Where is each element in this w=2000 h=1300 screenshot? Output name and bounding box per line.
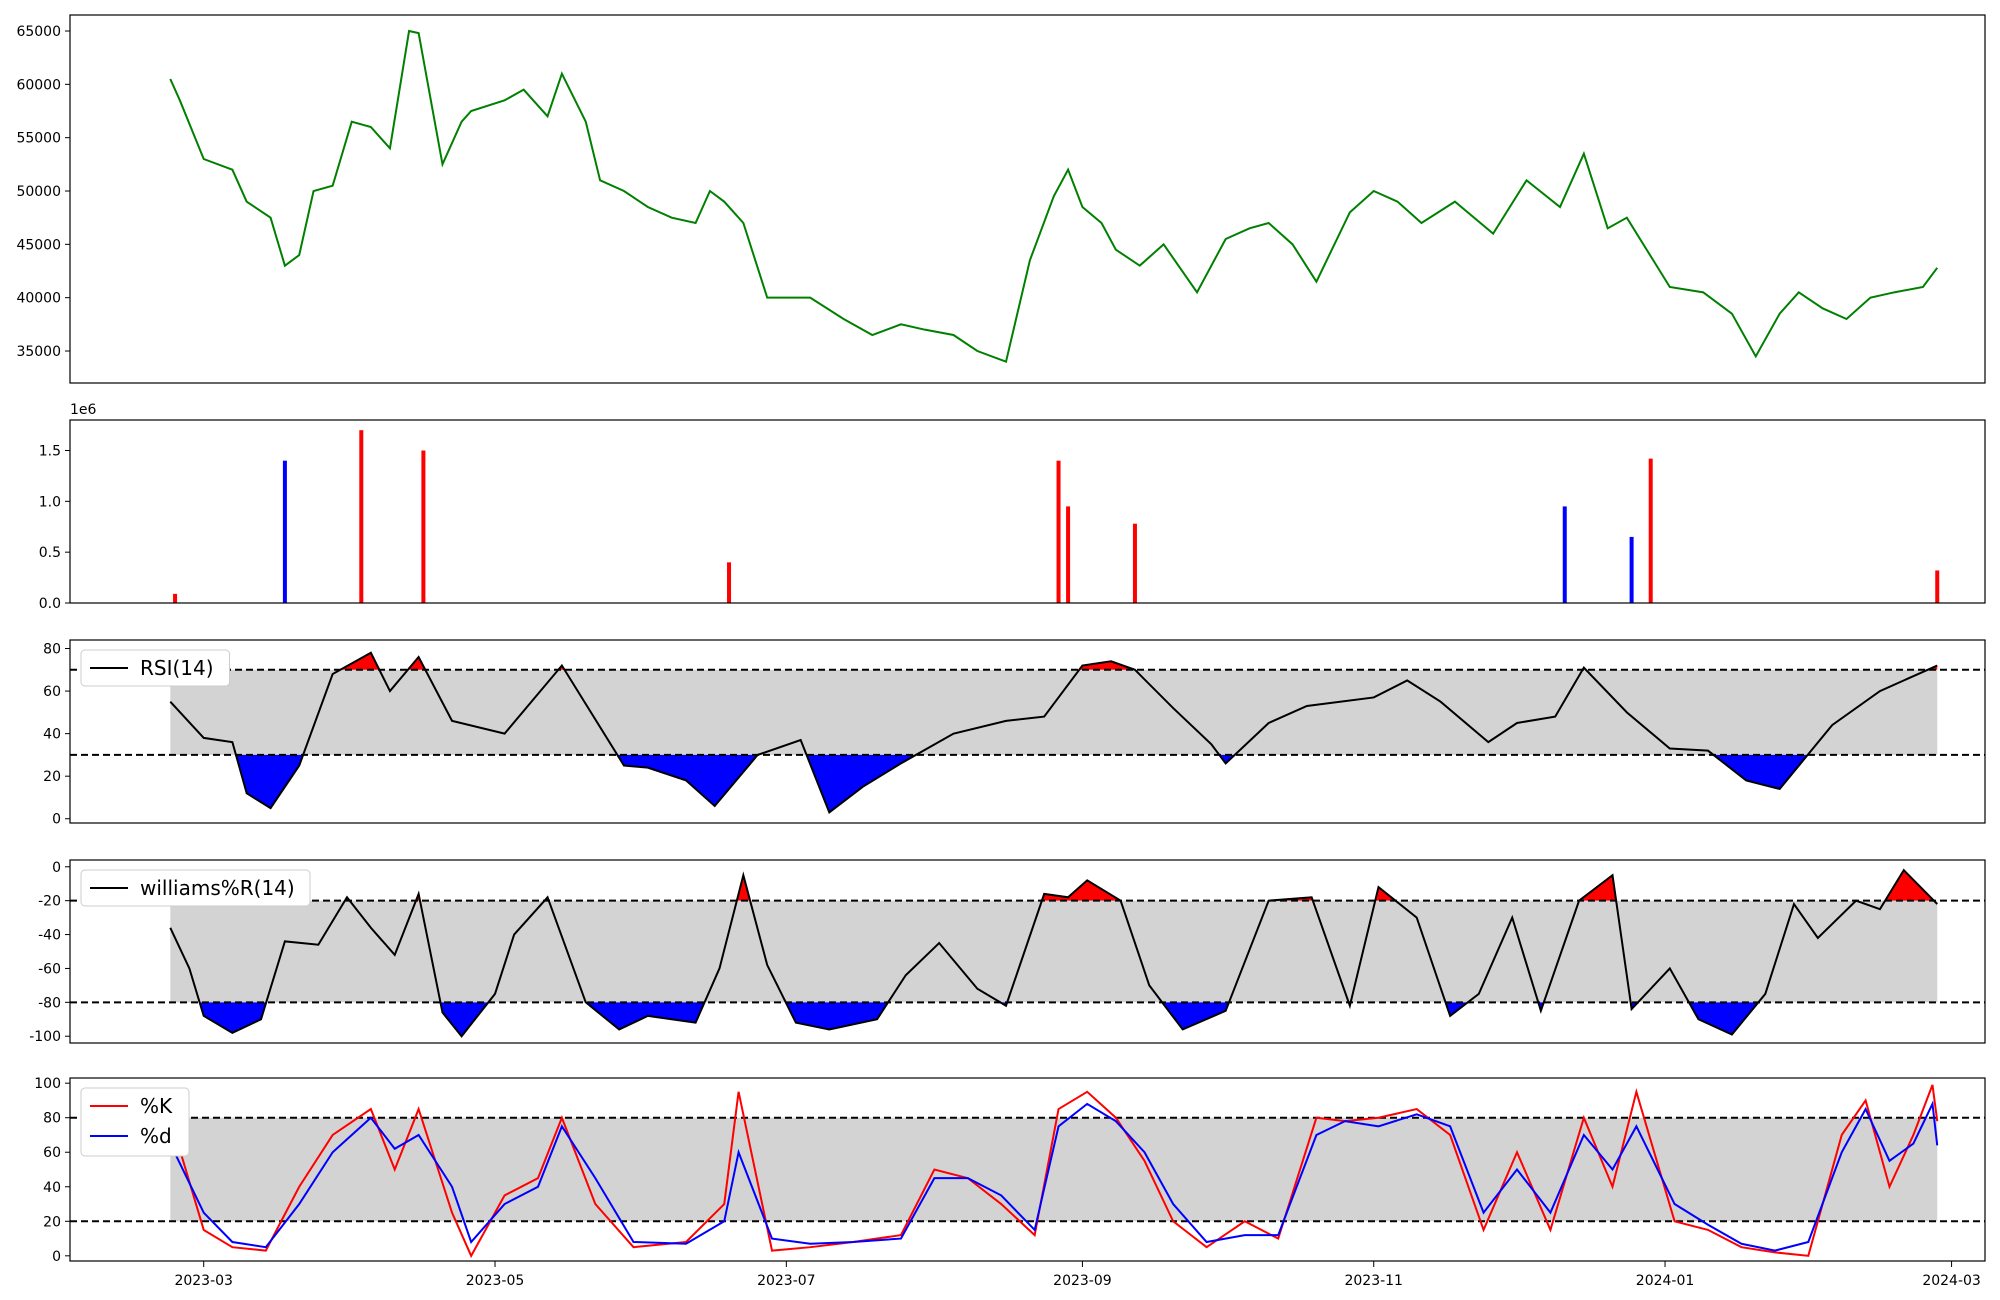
volume-bar: [727, 562, 732, 603]
volume-bar: [1056, 460, 1061, 603]
oversold-fill: [199, 1002, 267, 1033]
volume-bar: [282, 460, 287, 603]
y-tick-label: 60000: [16, 77, 61, 93]
y-tick-label: 100: [34, 1076, 61, 1092]
price-panel: 35000 40000 45000 50000 55000 60000 65000: [16, 14, 1986, 384]
overbought-fill: [1885, 870, 1934, 901]
oversold-fill: [806, 754, 916, 813]
plot-frame: [69, 14, 1986, 384]
volume-bar: [1066, 506, 1071, 603]
y-tick-label: -20: [38, 894, 61, 910]
oversold-fill: [440, 1002, 489, 1037]
legend-box: [80, 869, 311, 907]
oversold-fill: [1713, 754, 1808, 789]
y-tick-label: 20: [43, 769, 61, 785]
williams-legend: williams%R(14): [80, 869, 311, 907]
x-tick-label: 2023-03: [174, 1273, 233, 1289]
y-tick-label: 55000: [16, 131, 61, 147]
legend-label: RSI(14): [140, 656, 214, 680]
williams-r-panel: 0 -20 -40 -60 -80 -100 williams%R(14): [29, 859, 1986, 1045]
x-tick-label: 2023-09: [1053, 1273, 1112, 1289]
y-tick-label: 20: [43, 1214, 61, 1230]
y-tick-label: 0.5: [39, 545, 61, 561]
volume-bar: [1629, 536, 1634, 603]
legend-label: %K: [140, 1094, 173, 1118]
y-tick-label: 60: [43, 684, 61, 700]
d-line: [169, 1100, 1939, 1252]
legend-box: [80, 649, 230, 687]
k-line: [169, 1084, 1939, 1259]
y-tick-label: 1.0: [39, 494, 61, 510]
y-tick-label: 80: [43, 1111, 61, 1127]
volume-panel: 0.0 0.5 1.0 1.5 1e6: [39, 402, 1986, 612]
y-tick-label: 40: [43, 727, 61, 743]
y-tick-label: -80: [38, 995, 61, 1011]
oversold-fill: [1688, 1002, 1759, 1035]
price-line: [169, 29, 1939, 364]
date-axis: 2023-03 2023-05 2023-07 2023-09 2023-11 2024-…: [174, 1261, 1981, 1289]
neutral-band: [170, 669, 1938, 755]
plot-frame: [69, 1077, 1986, 1262]
y-tick-label: 50000: [16, 184, 61, 200]
y-tick-label: 45000: [16, 237, 61, 253]
volume-bar: [1562, 506, 1567, 603]
rsi-legend: RSI(14): [80, 649, 230, 687]
y-tick-label: 65000: [16, 24, 61, 40]
volume-bar: [421, 450, 426, 603]
rsi-line: [169, 651, 1938, 814]
oversold-fill: [235, 754, 304, 809]
oversold-fill: [585, 1002, 705, 1030]
legend-box: [80, 1087, 190, 1157]
rsi-panel: 0 20 40 60 80 RSI(14): [43, 639, 1986, 828]
y-tick-label: 0: [52, 812, 61, 828]
x-tick-label: 2024-01: [1636, 1273, 1695, 1289]
y-tick-label: 35000: [16, 344, 61, 360]
stochastic-panel: 0 20 40 60 80 100 %K %d: [34, 1076, 1986, 1265]
y-tick-label: 0: [52, 1249, 61, 1265]
overbought-fill: [1041, 880, 1121, 901]
volume-bar: [1132, 523, 1137, 603]
y-tick-label: -60: [38, 961, 61, 977]
williams-line: [169, 868, 1938, 1038]
y-tick-label: -100: [29, 1029, 61, 1045]
y-tick-label: 80: [43, 642, 61, 658]
overbought-fill: [340, 652, 380, 670]
legend-label: %d: [140, 1124, 172, 1148]
x-tick-label: 2023-11: [1344, 1273, 1403, 1289]
volume-bar: [359, 430, 364, 603]
volume-bar: [1935, 570, 1940, 603]
overbought-fill: [1079, 661, 1135, 670]
plot-frame: [69, 419, 1986, 604]
legend-label: williams%R(14): [140, 876, 295, 900]
y-tick-label: 0.0: [39, 596, 61, 612]
x-tick-label: 2024-03: [1922, 1273, 1981, 1289]
volume-scale-label: 1e6: [70, 402, 97, 418]
x-tick-label: 2023-07: [757, 1273, 816, 1289]
plot-frame: [69, 639, 1986, 824]
y-tick-label: -40: [38, 928, 61, 944]
overbought-fill: [736, 875, 751, 901]
y-tick-label: 40: [43, 1180, 61, 1196]
y-tick-label: 60: [43, 1145, 61, 1161]
volume-bar: [173, 593, 178, 603]
y-tick-label: 1.5: [39, 444, 61, 460]
y-tick-label: 0: [52, 860, 61, 876]
neutral-band: [170, 900, 1938, 1003]
y-tick-label: 40000: [16, 291, 61, 307]
volume-bar: [1648, 458, 1653, 603]
oversold-fill: [785, 1002, 889, 1030]
oversold-fill: [1219, 754, 1235, 764]
x-tick-label: 2023-05: [466, 1273, 525, 1289]
overbought-fill: [407, 657, 426, 670]
stochastic-legend: %K %d: [80, 1087, 190, 1157]
plot-frame: [69, 859, 1986, 1044]
oversold-fill: [1162, 1002, 1229, 1030]
